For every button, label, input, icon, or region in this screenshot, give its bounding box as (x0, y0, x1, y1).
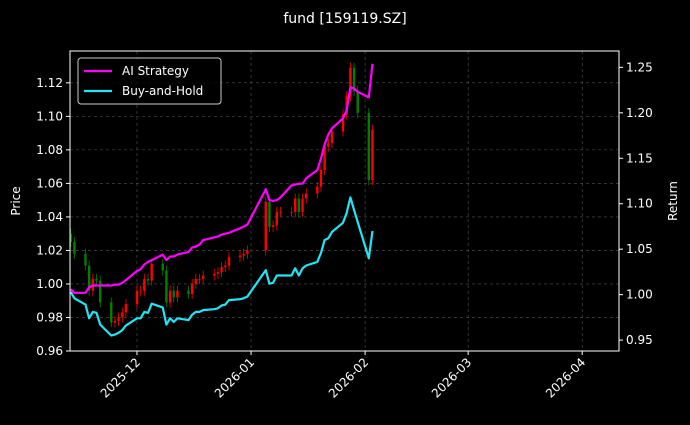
candle-body (146, 278, 150, 281)
y-tick-label: 1.06 (36, 176, 63, 190)
candle-body (271, 225, 275, 227)
y2-tick-label: 1.05 (626, 242, 653, 256)
candle-body (168, 290, 172, 303)
y2-axis-label: Return (666, 181, 680, 221)
candle-body (349, 67, 352, 97)
candle-body (242, 253, 245, 256)
candle-body (124, 304, 128, 313)
candle-body (367, 113, 370, 181)
y-axis-label: Price (9, 186, 23, 215)
candle-body (176, 290, 179, 298)
legend-box (77, 57, 222, 105)
candle-body (238, 255, 242, 258)
candle-body (113, 320, 117, 323)
candle-body (293, 198, 297, 212)
y-tick-label: 0.98 (36, 310, 63, 324)
candle-body (268, 201, 271, 227)
candle-body (341, 114, 345, 132)
series-line (69, 196, 374, 337)
legend-label: AI Strategy (122, 64, 189, 78)
candle-body (87, 265, 91, 291)
chart-title: fund [159119.SZ] (283, 11, 406, 27)
candle-body (224, 265, 227, 268)
y-tick-label: 0.96 (36, 344, 63, 358)
candle-body (356, 91, 359, 114)
candle-body (323, 146, 326, 170)
candle-body (95, 278, 98, 281)
candle-body (110, 302, 113, 323)
candle-body (213, 273, 216, 276)
candle-body (172, 290, 175, 298)
candle-body (246, 250, 249, 254)
candle-body (135, 290, 139, 305)
y-tick-label: 1.04 (36, 210, 63, 224)
candle-body (194, 278, 198, 284)
candle-body (371, 129, 374, 181)
candle-body (165, 270, 168, 303)
y2-tick-label: 1.10 (626, 197, 653, 211)
y-tick-label: 1.08 (36, 143, 63, 157)
candle-body (202, 275, 205, 279)
y-tick-label: 1.02 (36, 243, 63, 257)
candle-body (316, 186, 319, 194)
candle-body (69, 233, 72, 243)
candle-body (330, 131, 334, 144)
candle-body (220, 267, 223, 273)
y2-tick-label: 1.15 (626, 151, 653, 165)
y2-tick-label: 0.95 (626, 333, 653, 347)
candle-body (98, 280, 102, 303)
candle-body (198, 278, 201, 280)
legend-label: Buy-and-Hold (122, 84, 203, 98)
candle-body (161, 263, 164, 271)
candle-body (327, 143, 330, 147)
candle-body (73, 242, 76, 254)
y-tick-label: 1.10 (36, 109, 63, 123)
candle-body (143, 278, 146, 291)
y2-tick-label: 1.00 (626, 288, 653, 302)
series-line (69, 63, 374, 294)
candle-body (121, 312, 124, 318)
candle-body (150, 263, 153, 281)
candle-body (301, 198, 304, 212)
candle-body (352, 67, 356, 92)
y2-tick-label: 1.25 (626, 60, 653, 74)
y2-tick-label: 1.20 (626, 106, 653, 120)
y-tick-label: 1.00 (36, 277, 63, 291)
candle-body (275, 211, 278, 226)
candle-body (319, 169, 323, 187)
candle-body (264, 201, 267, 251)
candle-body (305, 193, 308, 199)
candle-body (216, 272, 220, 274)
candle-body (139, 290, 142, 292)
candle-body (190, 283, 194, 295)
plot-frame (69, 50, 620, 352)
candle-body (279, 211, 282, 213)
candle-body (290, 211, 293, 213)
candle-body (297, 198, 301, 212)
candle-body (187, 290, 190, 295)
candle-body (84, 253, 87, 266)
candle-body (227, 257, 231, 266)
candle-body (117, 317, 120, 321)
y-tick-label: 1.12 (36, 76, 63, 90)
